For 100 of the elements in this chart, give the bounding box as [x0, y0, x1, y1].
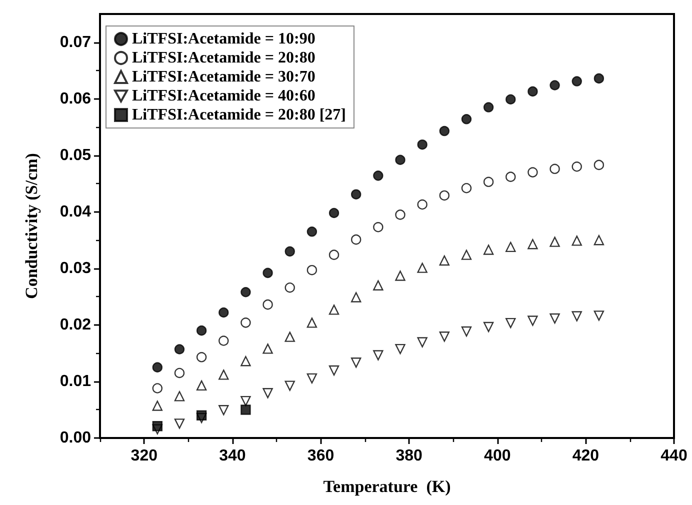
point: [550, 164, 560, 174]
legend-label: LiTFSI:Acetamide = 40:60: [132, 88, 316, 104]
point: [506, 94, 516, 104]
point: [506, 318, 516, 328]
point: [417, 139, 428, 150]
point: [196, 412, 207, 424]
point: [483, 102, 494, 112]
point: [328, 250, 340, 260]
point: [240, 318, 251, 328]
point: [461, 183, 472, 194]
point: [240, 356, 251, 366]
point: [550, 80, 560, 90]
point: [306, 226, 318, 237]
point: [439, 190, 450, 201]
point: [328, 208, 340, 218]
point: [351, 234, 362, 245]
point: [240, 287, 251, 298]
point: [528, 86, 538, 97]
point: [306, 318, 318, 328]
point: [417, 199, 428, 210]
point: [306, 265, 318, 276]
point: [350, 358, 362, 368]
point: [528, 316, 538, 326]
point: [174, 418, 185, 429]
y-tick-label: 0.00: [60, 430, 92, 446]
point: [395, 154, 406, 165]
point: [373, 280, 384, 290]
y-tick-label: 0.02: [60, 316, 92, 334]
point: [594, 160, 604, 170]
point: [506, 172, 516, 182]
point: [350, 292, 362, 302]
y-tick-label: 0.06: [60, 90, 92, 108]
point: [417, 262, 428, 273]
point: [351, 189, 362, 200]
point: [262, 299, 273, 310]
point: [240, 396, 251, 406]
point: [461, 250, 472, 260]
point: [594, 73, 604, 84]
point: [373, 222, 384, 232]
point: [284, 380, 295, 391]
point: [572, 162, 582, 172]
point: [152, 383, 162, 394]
point: [461, 114, 472, 124]
point: [240, 404, 251, 415]
point: [572, 311, 582, 322]
point: [439, 332, 450, 342]
point: [152, 362, 162, 372]
point: [284, 332, 295, 342]
point: [218, 336, 229, 346]
point: [218, 307, 229, 318]
point: [550, 313, 560, 324]
y-tick-label: 0.05: [60, 146, 92, 164]
point: [174, 391, 185, 402]
point: [439, 126, 450, 136]
point: [284, 246, 295, 257]
point: [218, 405, 229, 416]
point: [395, 344, 406, 354]
legend-label: LiTFSI:Acetamide = 10:90: [132, 30, 316, 48]
point: [417, 337, 428, 348]
point: [328, 365, 340, 376]
point: [262, 268, 273, 278]
x-tick-label: 420: [572, 448, 600, 464]
x-tick-label: 360: [307, 448, 334, 464]
point: [262, 344, 273, 354]
x-tick-label: 440: [660, 448, 688, 464]
point: [196, 325, 207, 336]
y-tick-label: 0.07: [60, 34, 92, 51]
point: [461, 326, 472, 337]
point: [262, 388, 273, 398]
point: [506, 242, 516, 252]
point: [152, 424, 162, 434]
legend-label: LiTFSI:Acetamide = 20:80 [27]: [132, 106, 346, 124]
y-tick-label: 0.04: [60, 203, 92, 220]
point: [572, 236, 582, 246]
x-tick-label: 400: [484, 448, 511, 464]
point: [196, 352, 207, 362]
point: [196, 380, 207, 391]
x-tick-label: 320: [130, 448, 158, 464]
point: [395, 270, 406, 281]
point: [284, 282, 295, 293]
x-tick-label: 380: [396, 448, 423, 464]
y-axis-title: Conductivity (S/cm): [22, 153, 41, 299]
point: [218, 370, 229, 380]
point: [572, 76, 582, 86]
point: [594, 235, 604, 246]
point: [152, 400, 162, 411]
point: [395, 210, 406, 220]
point: [594, 310, 604, 321]
y-tick-label: 0.01: [60, 372, 92, 390]
point: [174, 344, 185, 354]
x-axis-title: Temperature (K): [323, 477, 451, 496]
point: [528, 238, 538, 250]
x-tick-label: 340: [219, 448, 246, 464]
y-tick-label: 0.03: [60, 260, 92, 277]
point: [483, 176, 494, 187]
legend-label: LiTFSI:Acetamide = 30:70: [132, 68, 316, 86]
point: [174, 368, 185, 378]
point: [550, 236, 560, 247]
point: [373, 170, 384, 181]
point: [528, 167, 538, 178]
